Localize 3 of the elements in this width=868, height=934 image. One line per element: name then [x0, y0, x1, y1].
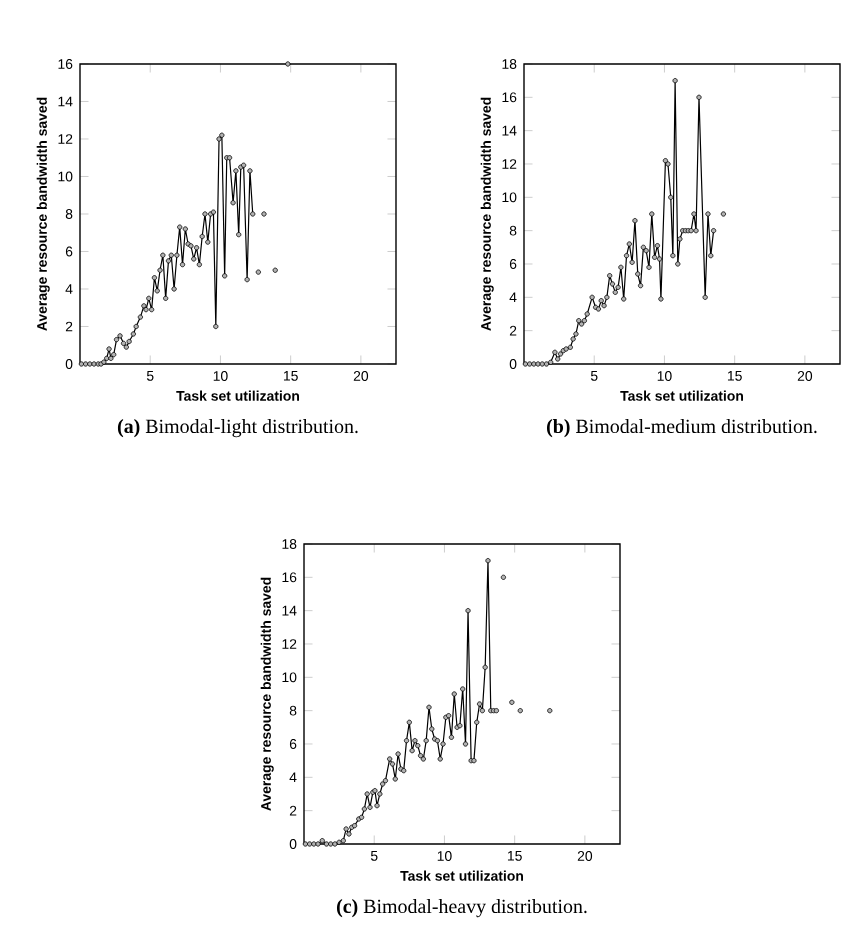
- text: (a) Bimodal-light distribution.: [117, 419, 358, 438]
- text: (c) Bimodal-heavy distribution.: [336, 899, 587, 918]
- text: (b) Bimodal-medium distribution.: [547, 419, 817, 438]
